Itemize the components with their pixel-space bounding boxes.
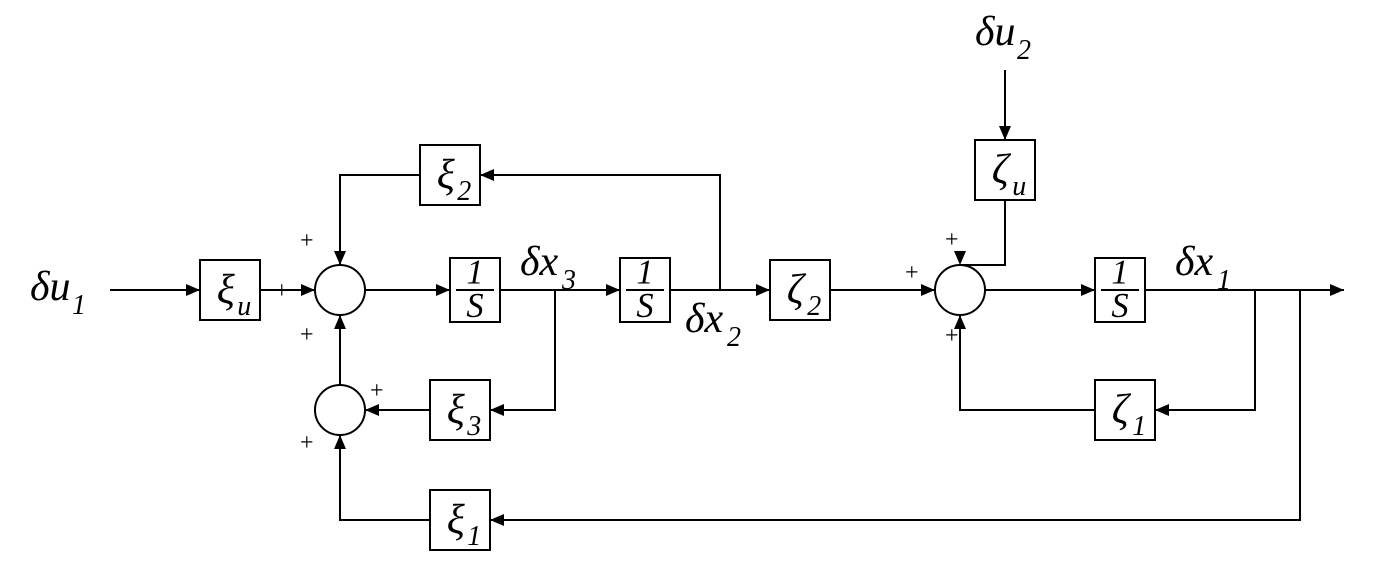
wire-zeta1-s3: [960, 315, 1095, 410]
xi_3-symbol: ξ: [447, 387, 465, 433]
svg-text:δx: δx: [685, 296, 724, 342]
arrowhead: [186, 284, 200, 296]
arrowhead: [606, 284, 620, 296]
svg-text:2: 2: [727, 322, 741, 353]
int1-den: S: [466, 287, 483, 325]
zeta_2-subscript: 2: [807, 291, 821, 322]
wire-dx1-zeta1: [1155, 290, 1255, 410]
arrowhead: [365, 404, 379, 416]
s2-sum: [315, 385, 365, 435]
dx1-label: δx1: [1175, 239, 1231, 296]
arrowhead: [480, 169, 494, 181]
du2-label: δu2: [975, 9, 1031, 66]
plus-sign: +: [300, 322, 314, 348]
dx3-label: δx3: [520, 239, 576, 296]
arrowhead: [756, 284, 770, 296]
svg-text:1: 1: [1217, 265, 1231, 296]
arrowhead: [1155, 404, 1169, 416]
arrowhead: [334, 315, 346, 329]
int3-den: S: [1111, 287, 1128, 325]
xi_3-subscript: 3: [466, 411, 481, 442]
arrowhead: [490, 404, 504, 416]
int2-block: 1S: [620, 254, 670, 325]
xi_1-symbol: ξ: [447, 497, 465, 543]
plus-sign: +: [370, 378, 384, 404]
arrowhead: [301, 284, 315, 296]
xi_u-symbol: ξ: [217, 267, 235, 313]
svg-text:2: 2: [1017, 35, 1031, 66]
arrowhead: [999, 126, 1011, 140]
arrowhead: [954, 251, 966, 265]
xi_1-subscript: 1: [467, 521, 481, 552]
xi_3-block: ξ3: [430, 380, 490, 442]
zeta_u-subscript: u: [1012, 171, 1026, 202]
plus-sign: +: [300, 228, 314, 254]
plus-sign: +: [300, 430, 314, 456]
xi_2-block: ξ2: [420, 145, 480, 207]
arrowhead: [334, 251, 346, 265]
arrowhead: [921, 284, 935, 296]
zeta_u-symbol: ζ: [992, 147, 1012, 193]
s1-sum: [315, 265, 365, 315]
arrowhead: [954, 315, 966, 329]
zeta_1-subscript: 1: [1132, 411, 1146, 442]
xi_1-block: ξ1: [430, 490, 490, 552]
svg-text:δx: δx: [1175, 239, 1214, 285]
arrowhead: [334, 435, 346, 449]
svg-text:δx: δx: [520, 239, 559, 285]
zeta_2-symbol: ζ: [787, 267, 807, 313]
zeta_2-block: ζ2: [770, 260, 830, 322]
s3-sum: [935, 265, 985, 315]
zeta_u-block: ζu: [975, 140, 1035, 202]
wire-dx1-xi1: [490, 290, 1300, 520]
dx2-label: δx2: [685, 296, 741, 353]
arrowhead: [1081, 284, 1095, 296]
svg-text:δu: δu: [975, 9, 1016, 55]
xi_2-subscript: 2: [457, 176, 471, 207]
xi_2-symbol: ξ: [437, 152, 455, 198]
zeta_1-block: ζ1: [1095, 380, 1155, 442]
int3-block: 1S: [1095, 254, 1145, 325]
xi_u-block: ξu: [200, 260, 260, 322]
svg-text:3: 3: [561, 265, 576, 296]
du1-label: δu1: [30, 264, 86, 321]
svg-text:δu: δu: [30, 264, 71, 310]
int1-block: 1S: [450, 254, 500, 325]
arrowhead: [436, 284, 450, 296]
svg-text:1: 1: [72, 290, 86, 321]
wire-xi1-s2: [340, 435, 430, 520]
wire-dx2-xi2: [480, 175, 720, 290]
zeta_1-symbol: ζ: [1112, 387, 1132, 433]
int2-den: S: [636, 287, 653, 325]
plus-sign: +: [905, 260, 919, 286]
xi_u-subscript: u: [237, 291, 251, 322]
arrowhead: [1330, 284, 1344, 296]
arrowhead: [490, 514, 504, 526]
plus-sign: +: [945, 227, 959, 253]
wire-zetau-s3: [960, 200, 1005, 265]
wire-xi2-s1: [340, 175, 420, 265]
